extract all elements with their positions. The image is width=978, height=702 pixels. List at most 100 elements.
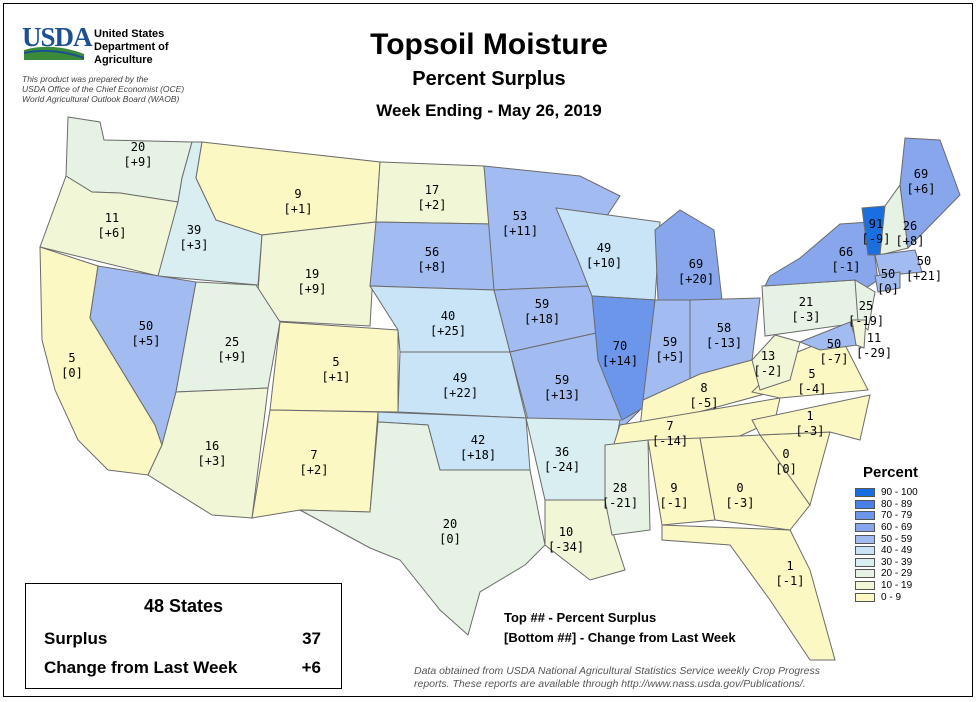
surplus-label: Surplus [44, 629, 108, 648]
state-change-label: [+1] [284, 202, 313, 216]
state-me [899, 137, 961, 250]
legend-label: 80 - 89 [881, 498, 913, 510]
page-subtitle: Percent Surplus [412, 68, 566, 90]
state-change-label: [+25] [430, 324, 466, 338]
state-change-label: [-24] [544, 460, 580, 474]
legend-swatch [855, 581, 875, 591]
state-change-label: [0] [439, 532, 461, 546]
legend-label: 60 - 69 [881, 522, 913, 534]
state-surplus-label: 16 [205, 439, 219, 453]
state-surplus-label: 1 [806, 409, 813, 423]
state-surplus-label: 59 [535, 297, 549, 311]
state-fl [661, 524, 836, 661]
state-surplus-label: 25 [225, 335, 239, 349]
agency-line: Agriculture [94, 54, 153, 66]
surplus-value: 37 [302, 629, 321, 648]
state-tx [299, 421, 546, 636]
legend-item: 20 - 29 [855, 568, 918, 580]
state-change-label: [-3] [726, 496, 755, 510]
legend-item: 0 - 9 [855, 591, 918, 603]
state-change-label: [+14] [602, 354, 638, 368]
legend-swatch [855, 488, 875, 498]
state-change-label: [-34] [548, 540, 584, 554]
state-change-label: [+6] [98, 226, 127, 240]
summary-title: 48 States [143, 596, 224, 616]
state-surplus-label: 20 [131, 140, 145, 154]
state-surplus-label: 50 [881, 267, 895, 281]
state-change-label: [+18] [460, 448, 496, 462]
usda-logo-text: USDA [22, 22, 93, 52]
state-change-label: [-1] [660, 496, 689, 510]
agency-name: United States Department of Agriculture [94, 28, 169, 67]
state-change-label: [-21] [602, 496, 638, 510]
state-change-label: [-1] [776, 574, 805, 588]
state-change-label: [0] [775, 462, 797, 476]
state-surplus-label: 0 [736, 481, 743, 495]
state-change-label: [-13] [706, 336, 742, 350]
change-value: +6 [301, 658, 321, 677]
state-change-label: [-9] [862, 232, 891, 246]
legend-swatch [855, 534, 875, 544]
state-ks [397, 351, 527, 419]
legend-swatch [855, 523, 875, 533]
state-change-label: [+18] [524, 312, 560, 326]
key-bottom: [Bottom ##] - Change from Last Week [504, 630, 736, 645]
state-change-label: [-7] [820, 352, 849, 366]
state-change-label: [+9] [218, 350, 247, 364]
state-surplus-label: 5 [332, 355, 339, 369]
legend-label: 20 - 29 [881, 568, 913, 580]
state-surplus-label: 69 [689, 257, 703, 271]
key-top: Top ## - Percent Surplus [504, 610, 657, 625]
state-change-label: [+21] [906, 269, 942, 283]
agency-line: Department of [94, 41, 169, 53]
state-surplus-label: 42 [471, 433, 485, 447]
legend-swatch [855, 499, 875, 509]
state-ct [874, 271, 901, 293]
legend-item: 70 - 79 [855, 510, 918, 522]
state-change-label: [+2] [418, 198, 447, 212]
state-change-label: [-14] [652, 434, 688, 448]
legend-item: 80 - 89 [855, 499, 918, 511]
legend-label: 70 - 79 [881, 510, 913, 522]
summary-box: 48 States Surplus 37 Change from Last We… [25, 583, 342, 689]
state-surplus-label: 19 [305, 267, 319, 281]
state-surplus-label: 40 [441, 309, 455, 323]
legend-label: 90 - 100 [881, 487, 918, 499]
state-change-label: [+5] [656, 350, 685, 364]
state-surplus-label: 5 [68, 351, 75, 365]
state-surplus-label: 13 [761, 349, 775, 363]
state-change-label: [-3] [796, 424, 825, 438]
state-de [851, 319, 867, 349]
source-line: reports. These reports are available thr… [414, 678, 806, 690]
state-ga [699, 434, 811, 531]
state-change-label: [+20] [678, 272, 714, 286]
state-change-label: [+8] [418, 260, 447, 274]
state-surplus-label: 66 [839, 245, 853, 259]
state-az [147, 387, 269, 519]
legend-label: 50 - 59 [881, 533, 913, 545]
state-change-label: [+1] [322, 370, 351, 384]
legend-swatch [855, 511, 875, 521]
state-ut [175, 281, 281, 393]
state-surplus-label: 50 [917, 254, 931, 268]
state-surplus-label: 36 [555, 445, 569, 459]
state-change-label: [-4] [798, 382, 827, 396]
state-change-label: [+2] [300, 463, 329, 477]
state-surplus-label: 56 [425, 245, 439, 259]
legend-label: 30 - 39 [881, 556, 913, 568]
state-surplus-label: 11 [105, 211, 119, 225]
change-label: Change from Last Week [44, 658, 238, 677]
state-change-label: [+9] [298, 282, 327, 296]
week-ending: Week Ending - May 26, 2019 [376, 101, 602, 120]
label-key: Top ## - Percent Surplus [Bottom ##] - C… [504, 608, 736, 648]
legend-label: 0 - 9 [881, 591, 902, 603]
state-surplus-label: 59 [663, 335, 677, 349]
state-ms [604, 439, 651, 536]
prepared-line: This product was prepared by the [22, 74, 149, 84]
state-surplus-label: 0 [782, 447, 789, 461]
legend-item: 60 - 69 [855, 522, 918, 534]
prepared-line: USDA Office of the Chief Economist (OCE) [22, 84, 185, 94]
state-surplus-label: 8 [700, 381, 707, 395]
state-change-label: [-1] [832, 260, 861, 274]
